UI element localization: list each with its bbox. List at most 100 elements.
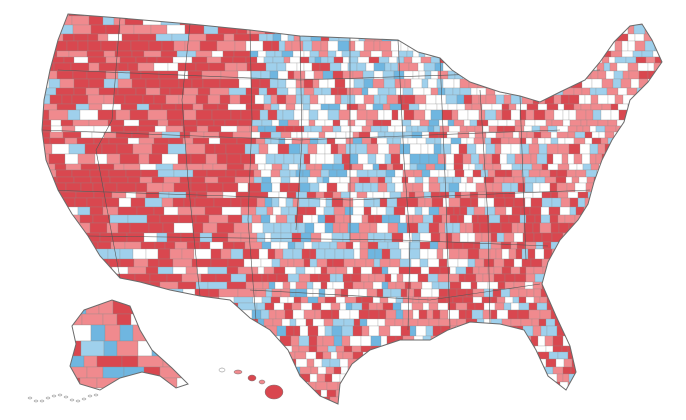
county-cell [635,197,646,208]
county-cell [302,103,311,111]
county-cell [632,169,642,178]
county-cell [628,358,640,368]
county-cell [588,345,598,353]
county-cell [42,309,49,320]
county-cell [99,232,113,243]
county-cell [528,302,538,311]
county-cell [341,24,351,35]
county-cell [324,288,336,298]
county-cell [630,241,642,250]
borough-cell [162,355,186,368]
county-cell [410,119,421,127]
county-cell [157,248,171,260]
county-cell [491,407,497,416]
county-cell [180,335,198,347]
county-cell [425,325,434,337]
county-cell [365,258,375,268]
county-cell [614,318,625,327]
county-cell [398,266,411,275]
county-cell [228,87,247,96]
county-cell [373,70,384,80]
county-cell [284,137,293,145]
county-cell [568,109,577,121]
county-cell [285,197,294,208]
county-cell [157,169,175,178]
county-cell [334,137,347,145]
county-cell [621,176,630,184]
county-cell [372,163,380,171]
county-cell [607,241,618,250]
borough-cell [136,300,152,315]
county-cell [596,366,607,375]
county-cell [636,125,644,133]
county-cell [59,78,75,89]
borough-cell [116,340,139,357]
county-cell [143,232,158,243]
county-cell [659,33,662,42]
county-cell [334,24,343,35]
county-cell [173,40,186,52]
county-cell [284,407,293,416]
county-cell [582,24,593,35]
county-cell [457,214,465,224]
county-cell [491,103,503,111]
county-cell [256,197,266,208]
county-cell [311,241,320,250]
county-cell [492,182,503,193]
county-cell [220,248,232,260]
county-cell [511,169,523,178]
county-cell [545,318,556,327]
county-cell [234,176,255,184]
county-cell [448,182,460,193]
county-cell [148,131,163,139]
county-cell [402,389,410,398]
county-cell [314,309,322,320]
county-cell [571,248,580,260]
county-cell [368,325,380,337]
county-cell [600,137,609,145]
county-cell [458,40,467,52]
county-cell [636,103,648,111]
county-cell [338,309,351,320]
county-cell [556,125,569,133]
county-cell [263,266,275,275]
county-cell [602,191,611,199]
county-cell [233,396,249,404]
county-cell [320,56,329,64]
county-cell [133,258,149,268]
county-cell [215,407,226,416]
county-cell [263,56,274,64]
county-cell [626,125,638,133]
county-cell [646,169,659,178]
county-cell [282,109,295,121]
borough-cell [184,355,188,368]
county-cell [103,273,119,283]
county-cell [370,206,378,216]
county-cell [305,206,317,216]
county-cell [642,351,654,360]
county-cell [42,241,58,250]
county-cell [637,222,648,234]
county-cell [568,143,581,155]
county-cell [356,366,366,375]
county-cell [424,351,437,360]
county-cell [342,351,354,360]
county-cell [664,352,670,359]
county-cell [362,358,373,368]
county-cell [503,15,511,26]
county-cell [584,296,594,304]
county-cell [462,70,475,80]
county-cell [472,296,483,304]
county-cell [42,222,49,234]
county-cell [657,70,662,80]
county-cell [172,396,189,404]
county-cell [354,182,364,193]
county-cell [638,258,646,268]
county-cell [258,248,269,260]
county-cell [660,87,662,96]
county-cell [453,407,462,416]
county-cell [185,163,204,171]
county-cell [253,169,262,178]
county-cell [643,109,654,121]
county-cell [447,407,453,416]
